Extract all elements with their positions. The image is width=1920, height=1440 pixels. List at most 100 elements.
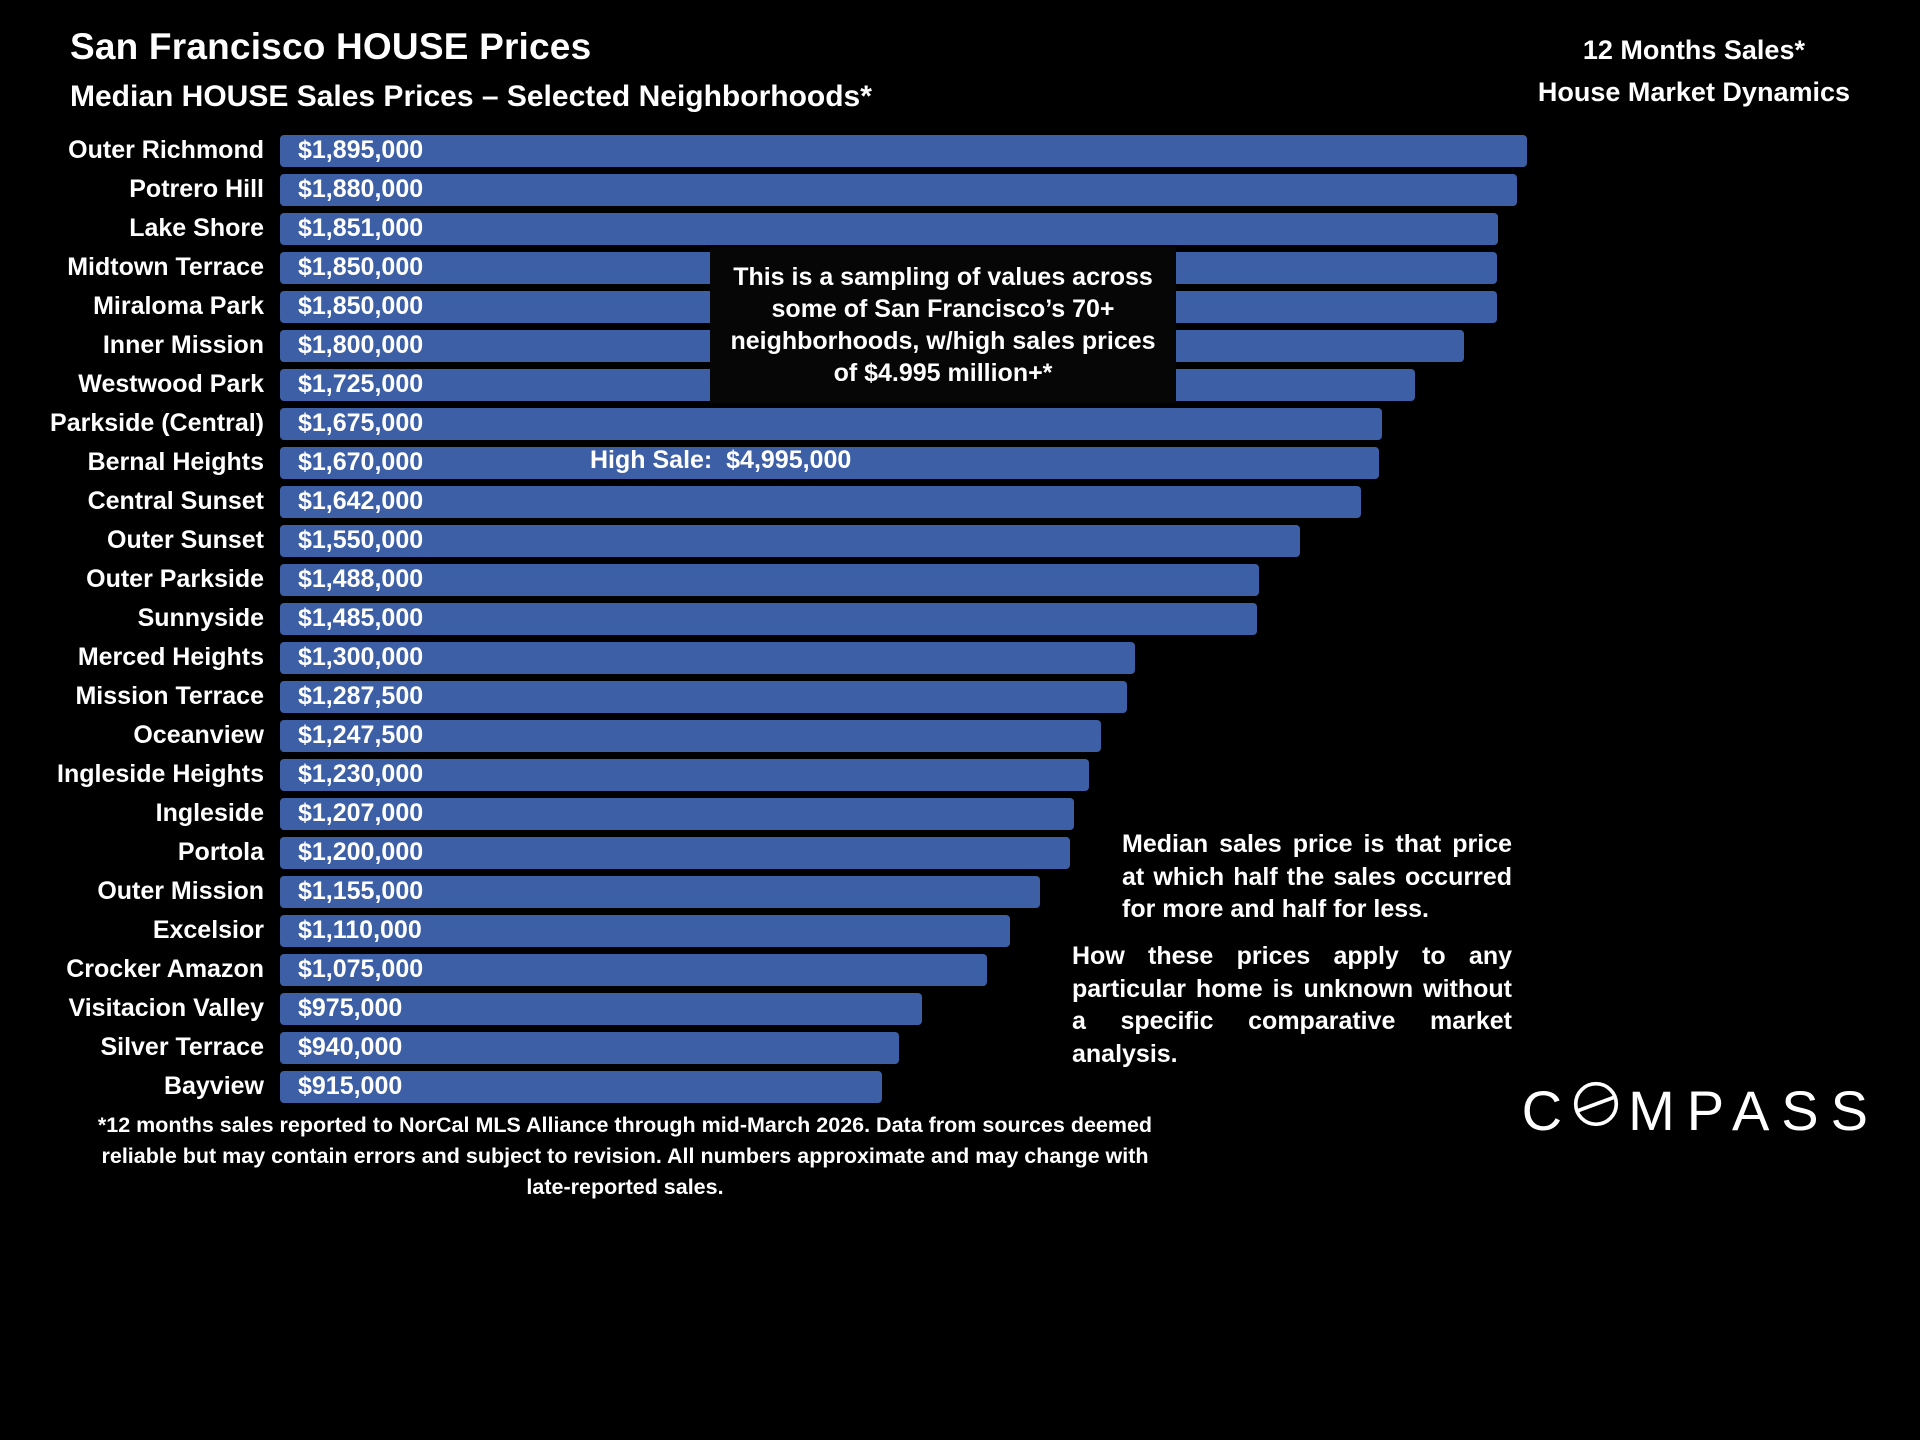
category-label: Parkside (Central) bbox=[50, 409, 264, 437]
bar-value-label: $1,895,000 bbox=[298, 136, 424, 164]
bar-area: $1,300,000 bbox=[280, 641, 1527, 674]
bar-chart: Outer Richmond $1,895,000 Potrero Hill $1,8… bbox=[12, 131, 1920, 1106]
bar-area: $1,488,000 bbox=[280, 563, 1527, 596]
bar-area: $1,110,000 bbox=[280, 914, 1527, 947]
bar-value-label: $1,851,000 bbox=[298, 214, 424, 242]
bar-area: $1,075,000 bbox=[280, 953, 1527, 986]
chart-row: Outer Mission $1,155,000 bbox=[12, 872, 1920, 911]
bar: $1,247,500 bbox=[280, 719, 1101, 752]
bar: $940,000 bbox=[280, 1031, 899, 1064]
bar-value-label: $975,000 bbox=[298, 994, 403, 1022]
bar-area: $975,000 bbox=[280, 992, 1527, 1025]
high-sale-annotation: High Sale: $4,995,000 bbox=[590, 446, 852, 474]
bar-area: $1,207,000 bbox=[280, 797, 1527, 830]
bar: $1,550,000 bbox=[280, 524, 1300, 557]
logo-letters-mpass: MPASS bbox=[1628, 1079, 1880, 1142]
category-label: Bernal Heights bbox=[87, 448, 264, 476]
chart-row: Mission Terrace $1,287,500 bbox=[12, 677, 1920, 716]
bar: $1,287,500 bbox=[280, 680, 1128, 713]
bar: $1,155,000 bbox=[280, 875, 1041, 908]
bar-area: $1,642,000 bbox=[280, 485, 1527, 518]
bar-value-label: $1,725,000 bbox=[298, 370, 424, 398]
bar: $1,110,000 bbox=[280, 914, 1011, 947]
category-label: Inner Mission bbox=[102, 331, 264, 359]
bar-area: $1,247,500 bbox=[280, 719, 1527, 752]
bar-value-label: $915,000 bbox=[298, 1072, 403, 1100]
bar-value-label: $1,675,000 bbox=[298, 409, 424, 437]
bar-value-label: $1,155,000 bbox=[298, 877, 424, 905]
bar-area: $1,880,000 bbox=[280, 173, 1527, 206]
bar-value-label: $1,230,000 bbox=[298, 760, 424, 788]
bar-value-label: $1,800,000 bbox=[298, 331, 424, 359]
chart-row: Outer Sunset $1,550,000 bbox=[12, 521, 1920, 560]
bar-value-label: $1,287,500 bbox=[298, 682, 424, 710]
bar: $975,000 bbox=[280, 992, 922, 1025]
category-label: Portola bbox=[177, 838, 264, 866]
header-right: 12 Months Sales* House Market Dynamics bbox=[1538, 30, 1850, 114]
category-label: Sunnyside bbox=[137, 604, 264, 632]
bar-value-label: $1,200,000 bbox=[298, 838, 424, 866]
category-label: Outer Richmond bbox=[68, 136, 264, 164]
bar-area: $1,670,000 bbox=[280, 446, 1527, 479]
bar-value-label: $1,075,000 bbox=[298, 955, 424, 983]
chart-row: Ingleside $1,207,000 bbox=[12, 794, 1920, 833]
category-label: Outer Mission bbox=[97, 877, 264, 905]
bar-area: $1,155,000 bbox=[280, 875, 1527, 908]
bar: $1,230,000 bbox=[280, 758, 1090, 791]
bar-area: $1,230,000 bbox=[280, 758, 1527, 791]
chart-row: Bernal Heights $1,670,000 bbox=[12, 443, 1920, 482]
header-right-line1: 12 Months Sales* bbox=[1582, 35, 1805, 65]
chart-row: Oceanview $1,247,500 bbox=[12, 716, 1920, 755]
bar: $1,851,000 bbox=[280, 212, 1499, 245]
sampling-note-box: This is a sampling of values across some… bbox=[710, 247, 1176, 403]
compass-logo: C MPASS bbox=[1522, 1078, 1880, 1143]
chart-row: Central Sunset $1,642,000 bbox=[12, 482, 1920, 521]
bar: $1,207,000 bbox=[280, 797, 1075, 830]
logo-letter-c: C bbox=[1521, 1079, 1575, 1142]
chart-row: Sunnyside $1,485,000 bbox=[12, 599, 1920, 638]
bar-value-label: $1,850,000 bbox=[298, 253, 424, 281]
bar-value-label: $1,110,000 bbox=[298, 916, 422, 944]
bar: $1,200,000 bbox=[280, 836, 1070, 869]
bar: $1,485,000 bbox=[280, 602, 1258, 635]
bar-area: $1,675,000 bbox=[280, 407, 1527, 440]
bar-value-label: $1,880,000 bbox=[298, 175, 424, 203]
category-label: Visitacion Valley bbox=[68, 994, 264, 1022]
category-label: Potrero Hill bbox=[129, 175, 264, 203]
bar: $1,670,000 bbox=[280, 446, 1379, 479]
category-label: Oceanview bbox=[133, 721, 264, 749]
footnote: *12 months sales reported to NorCal MLS … bbox=[97, 1113, 1153, 1200]
chart-row: Outer Richmond $1,895,000 bbox=[12, 131, 1920, 170]
chart-row: Visitacion Valley $975,000 bbox=[12, 989, 1920, 1028]
chart-row: Ingleside Heights $1,230,000 bbox=[12, 755, 1920, 794]
bar: $915,000 bbox=[280, 1070, 883, 1103]
page-title: San Francisco HOUSE Prices bbox=[70, 26, 592, 67]
bar-area: $1,200,000 bbox=[280, 836, 1527, 869]
bar: $1,075,000 bbox=[280, 953, 988, 986]
bar-value-label: $1,642,000 bbox=[298, 487, 424, 515]
bar: $1,675,000 bbox=[280, 407, 1383, 440]
chart-row: Crocker Amazon $1,075,000 bbox=[12, 950, 1920, 989]
title-block: San Francisco HOUSE Prices Median HOUSE … bbox=[70, 26, 872, 114]
header-right-line2: House Market Dynamics bbox=[1537, 76, 1850, 107]
bar-value-label: $940,000 bbox=[298, 1033, 403, 1061]
page-subtitle: Median HOUSE Sales Prices – Selected Nei… bbox=[70, 80, 872, 113]
category-label: Outer Parkside bbox=[86, 565, 264, 593]
category-label: Ingleside bbox=[155, 799, 264, 827]
bar: $1,895,000 bbox=[280, 134, 1527, 167]
category-label: Crocker Amazon bbox=[66, 955, 264, 983]
median-definition-note: Median sales price is that price at whic… bbox=[1122, 830, 1512, 923]
category-label: Mission Terrace bbox=[75, 682, 264, 710]
bar-value-label: $1,485,000 bbox=[298, 604, 424, 632]
chart-row: Outer Parkside $1,488,000 bbox=[12, 560, 1920, 599]
bar-area: $1,895,000 bbox=[280, 134, 1527, 167]
compass-o-icon bbox=[1570, 1078, 1622, 1143]
bar: $1,880,000 bbox=[280, 173, 1518, 206]
category-label: Excelsior bbox=[152, 916, 264, 944]
chart-row: Lake Shore $1,851,000 bbox=[12, 209, 1920, 248]
bar: $1,300,000 bbox=[280, 641, 1136, 674]
bar-area: $1,851,000 bbox=[280, 212, 1527, 245]
category-label: Ingleside Heights bbox=[57, 760, 264, 788]
bar-value-label: $1,550,000 bbox=[298, 526, 424, 554]
chart-row: Parkside (Central) $1,675,000 bbox=[12, 404, 1920, 443]
